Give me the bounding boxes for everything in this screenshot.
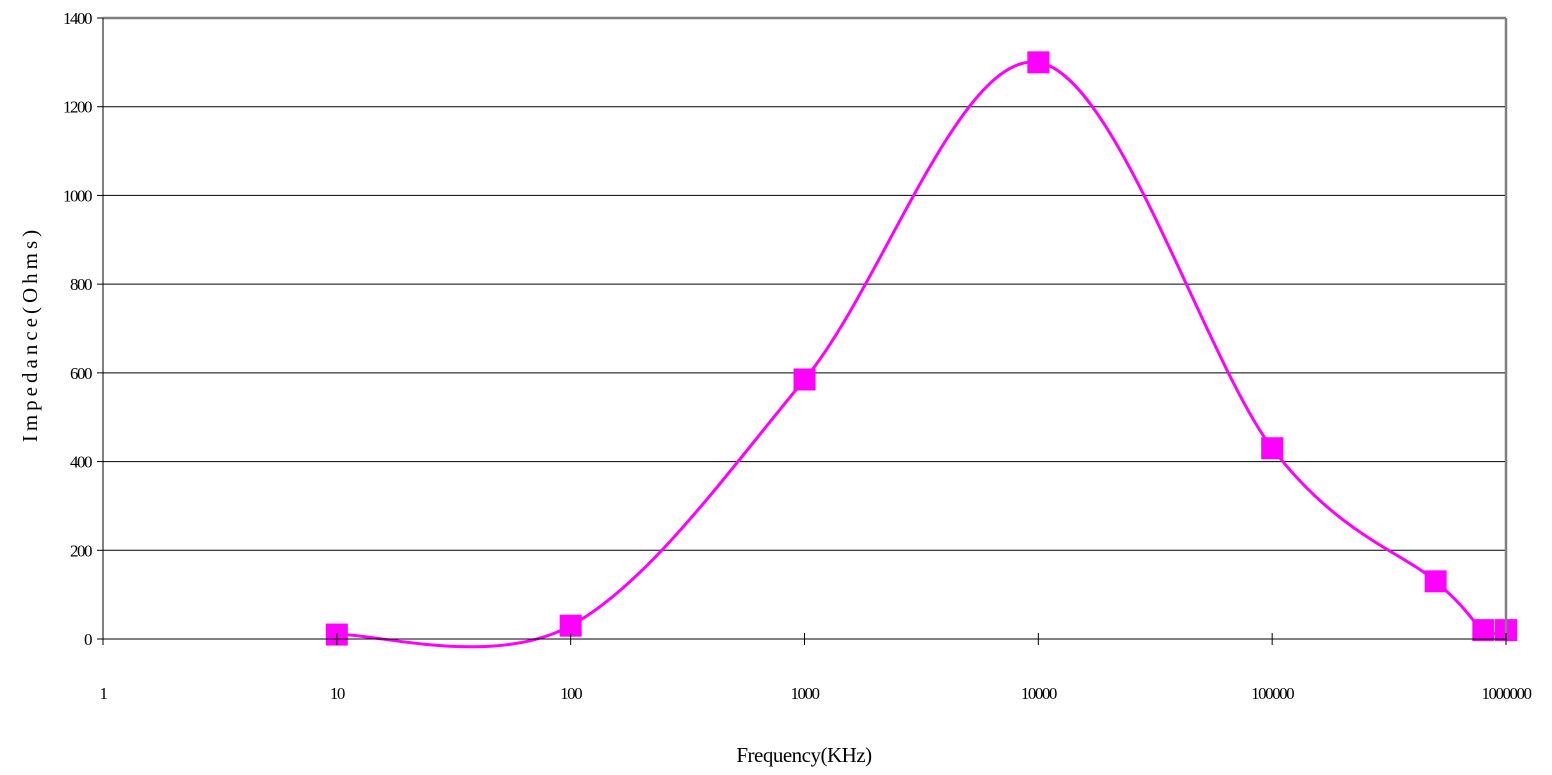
data-point-marker bbox=[1472, 619, 1495, 642]
x-tick-label: 1 bbox=[100, 684, 108, 703]
data-point-marker bbox=[793, 368, 816, 391]
impedance-curve bbox=[336, 60, 1507, 649]
axes bbox=[97, 16, 1508, 645]
y-tick-label: 400 bbox=[70, 453, 92, 472]
data-markers bbox=[325, 51, 1517, 646]
y-tick-label: 1200 bbox=[63, 98, 92, 117]
data-point-marker bbox=[1424, 570, 1447, 593]
x-tick-label: 10 bbox=[330, 684, 345, 703]
data-point-marker bbox=[1027, 51, 1050, 74]
data-point-marker bbox=[1261, 437, 1284, 460]
x-tick-label: 1000 bbox=[791, 684, 820, 703]
y-tick-label: 1400 bbox=[63, 9, 92, 28]
x-tick-label: 10000 bbox=[1021, 684, 1057, 703]
y-tick-label: 200 bbox=[70, 541, 92, 560]
y-tick-label: 1000 bbox=[63, 186, 92, 205]
y-tick-label: 600 bbox=[70, 364, 92, 383]
y-tick-label: 800 bbox=[70, 275, 92, 294]
tick-labels: 0 200 400 600 800 1000 1200 1400 1 10 100 1000 10000… bbox=[63, 9, 1533, 703]
x-axis-title: Frequency(KHz) bbox=[736, 743, 872, 767]
x-tick-label: 100 bbox=[560, 684, 582, 703]
x-tick-label: 1000000 bbox=[1482, 684, 1532, 703]
gridlines bbox=[103, 106, 1506, 551]
y-axis-title: Impedance(Ohms) bbox=[18, 226, 42, 442]
x-tick-label: 100000 bbox=[1251, 684, 1294, 703]
y-tick-label: 0 bbox=[84, 630, 92, 649]
data-point-marker bbox=[559, 614, 582, 637]
